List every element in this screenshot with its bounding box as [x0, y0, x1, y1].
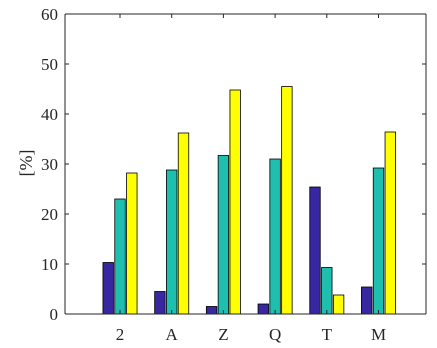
y-tick-label: 30 [41, 155, 58, 174]
bar-A-series-3 [177, 132, 190, 315]
y-ticks-group: 0 10 20 30 40 50 60 [41, 5, 426, 324]
bar-2-series-1 [102, 262, 114, 315]
bar-T-series-3 [332, 294, 345, 315]
bar-Q-series-2 [269, 158, 281, 315]
bar-M-series-2 [372, 167, 385, 315]
y-tick-label: 60 [41, 5, 58, 24]
y-axis-label: [%] [16, 150, 36, 177]
x-tick-label-M: M [371, 325, 386, 344]
x-tick-label-Z: Z [218, 325, 228, 344]
bar-2-series-2 [114, 198, 126, 315]
bar-M-series-3 [384, 131, 396, 315]
bar-T-series-2 [321, 267, 333, 315]
y-tick-label: 0 [50, 305, 59, 324]
x-tick-label-2: 2 [116, 325, 125, 344]
x-tick-label-A: A [166, 325, 179, 344]
bars-group [102, 86, 396, 315]
x-ticks-group: 2 A Z Q T M [116, 14, 386, 344]
bar-Q-series-1 [257, 303, 269, 315]
bar-2-series-3 [126, 172, 138, 315]
bar-Z-series-3 [229, 89, 241, 315]
bar-M-series-1 [361, 286, 373, 315]
y-tick-label: 40 [41, 105, 58, 124]
y-tick-label: 50 [41, 55, 58, 74]
x-tick-label-Q: Q [269, 325, 281, 344]
bar-Z-series-2 [217, 155, 230, 315]
bar-T-series-1 [309, 186, 321, 315]
bar-Z-series-1 [205, 306, 218, 315]
y-tick-label: 20 [41, 205, 58, 224]
bar-A-series-1 [154, 291, 166, 315]
bar-Q-series-3 [281, 86, 293, 315]
y-tick-label: 10 [41, 255, 58, 274]
x-tick-label-T: T [322, 325, 333, 344]
bar-A-series-2 [166, 169, 178, 315]
